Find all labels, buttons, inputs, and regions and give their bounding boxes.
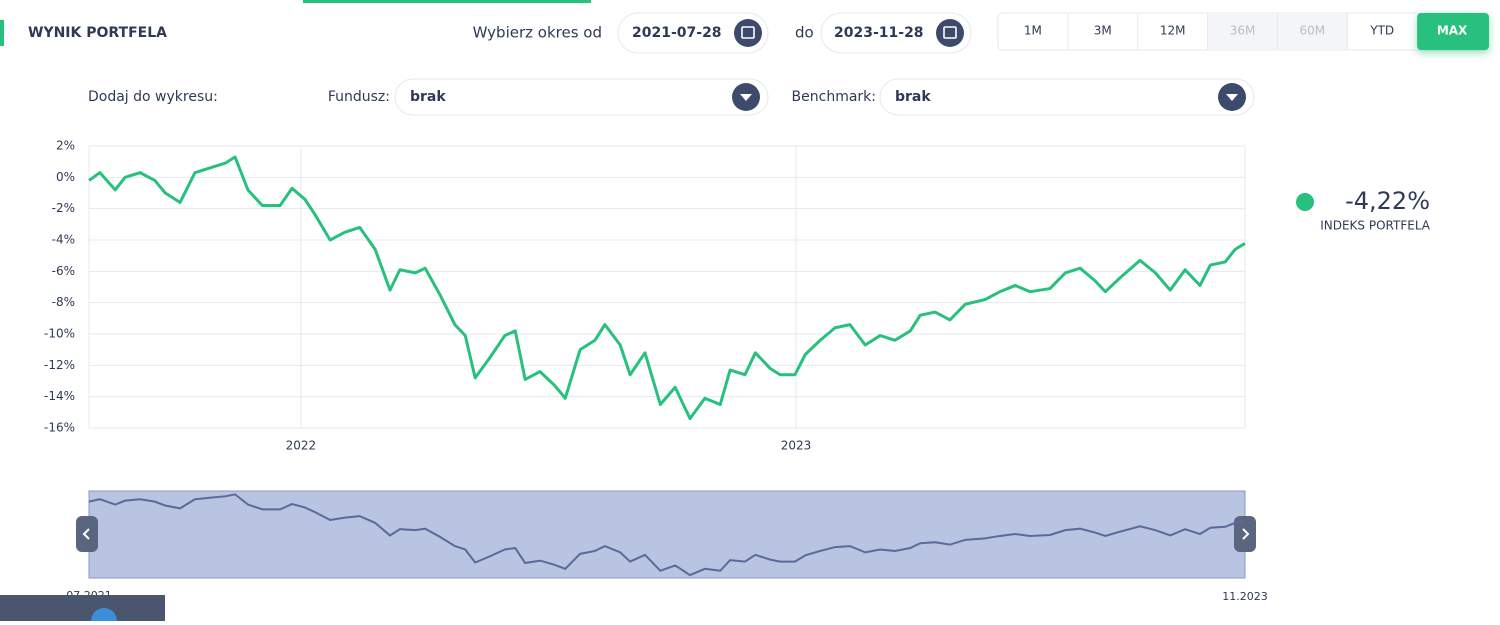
range-button[interactable]: YTD: [1369, 24, 1394, 38]
x-tick-label: 2023: [781, 439, 812, 453]
range-button[interactable]: 1M: [1024, 24, 1042, 38]
range-button[interactable]: 3M: [1094, 24, 1112, 38]
floating-widget[interactable]: [0, 595, 165, 621]
range-button: 36M: [1230, 24, 1256, 38]
date-from: 2021-07-28: [632, 25, 722, 41]
calendar-icon[interactable]: [936, 19, 964, 47]
range-button[interactable]: 12M: [1160, 24, 1186, 38]
navigator-handle-left[interactable]: [76, 516, 98, 552]
calendar-glyph: [741, 26, 755, 39]
handle-glyph: [82, 528, 90, 540]
title-accent: [0, 20, 4, 46]
y-tick-label: -6%: [52, 264, 75, 278]
y-tick-label: 0%: [56, 170, 75, 184]
handle-glyph: [1242, 528, 1250, 540]
arrow-glyph: [1226, 94, 1238, 101]
date-from-input[interactable]: [617, 12, 769, 54]
y-tick-label: -8%: [52, 295, 75, 309]
fund-label: Fundusz:: [328, 89, 390, 105]
x-tick-label: 2022: [286, 439, 317, 453]
range-button: 60M: [1300, 24, 1326, 38]
legend-dot[interactable]: [1296, 193, 1314, 211]
y-tick-label: -12%: [44, 358, 75, 372]
fund-select[interactable]: [394, 78, 769, 116]
plot-frame: [88, 145, 1246, 429]
y-tick-label: -4%: [52, 233, 75, 247]
benchmark-label: Benchmark:: [792, 89, 876, 105]
date-to-input[interactable]: [820, 12, 972, 54]
section-title: WYNIK PORTFELA: [28, 25, 167, 41]
y-tick-label: -10%: [44, 327, 75, 341]
arrow-glyph: [740, 94, 752, 101]
calendar-glyph: [943, 26, 957, 39]
range-bg: [1277, 13, 1348, 50]
navigator-handle-right[interactable]: [1234, 516, 1256, 552]
range-button[interactable]: MAX: [1437, 24, 1468, 38]
to-label: do: [795, 24, 814, 42]
range-active: [1417, 13, 1489, 50]
y-tick-label: 2%: [56, 139, 75, 153]
date-to: 2023-11-28: [834, 25, 924, 41]
navigator-end: 11.2023: [1222, 590, 1268, 603]
last-value: -4,22%: [1345, 187, 1430, 215]
range-bg: [1207, 13, 1278, 50]
fund-value: brak: [410, 89, 446, 105]
navigator-line: [88, 493, 1246, 577]
calendar-icon[interactable]: [734, 19, 762, 47]
navigator-window[interactable]: [88, 490, 1246, 579]
tab-indicator: [303, 0, 591, 3]
benchmark-value: brak: [895, 89, 931, 105]
filters-label: Dodaj do wykresu:: [88, 89, 218, 105]
benchmark-select[interactable]: [879, 78, 1255, 116]
period-label: Wybierz okres od: [473, 24, 602, 42]
y-tick-label: -14%: [44, 389, 75, 403]
legend-label: INDEKS PORTFELA: [1320, 219, 1431, 233]
range-buttons: 1M 3M 12M 36M 60M YTD MAX: [997, 12, 1489, 51]
y-tick-label: -16%: [44, 421, 75, 435]
series-line: [88, 155, 1246, 421]
y-tick-label: -2%: [52, 201, 75, 215]
